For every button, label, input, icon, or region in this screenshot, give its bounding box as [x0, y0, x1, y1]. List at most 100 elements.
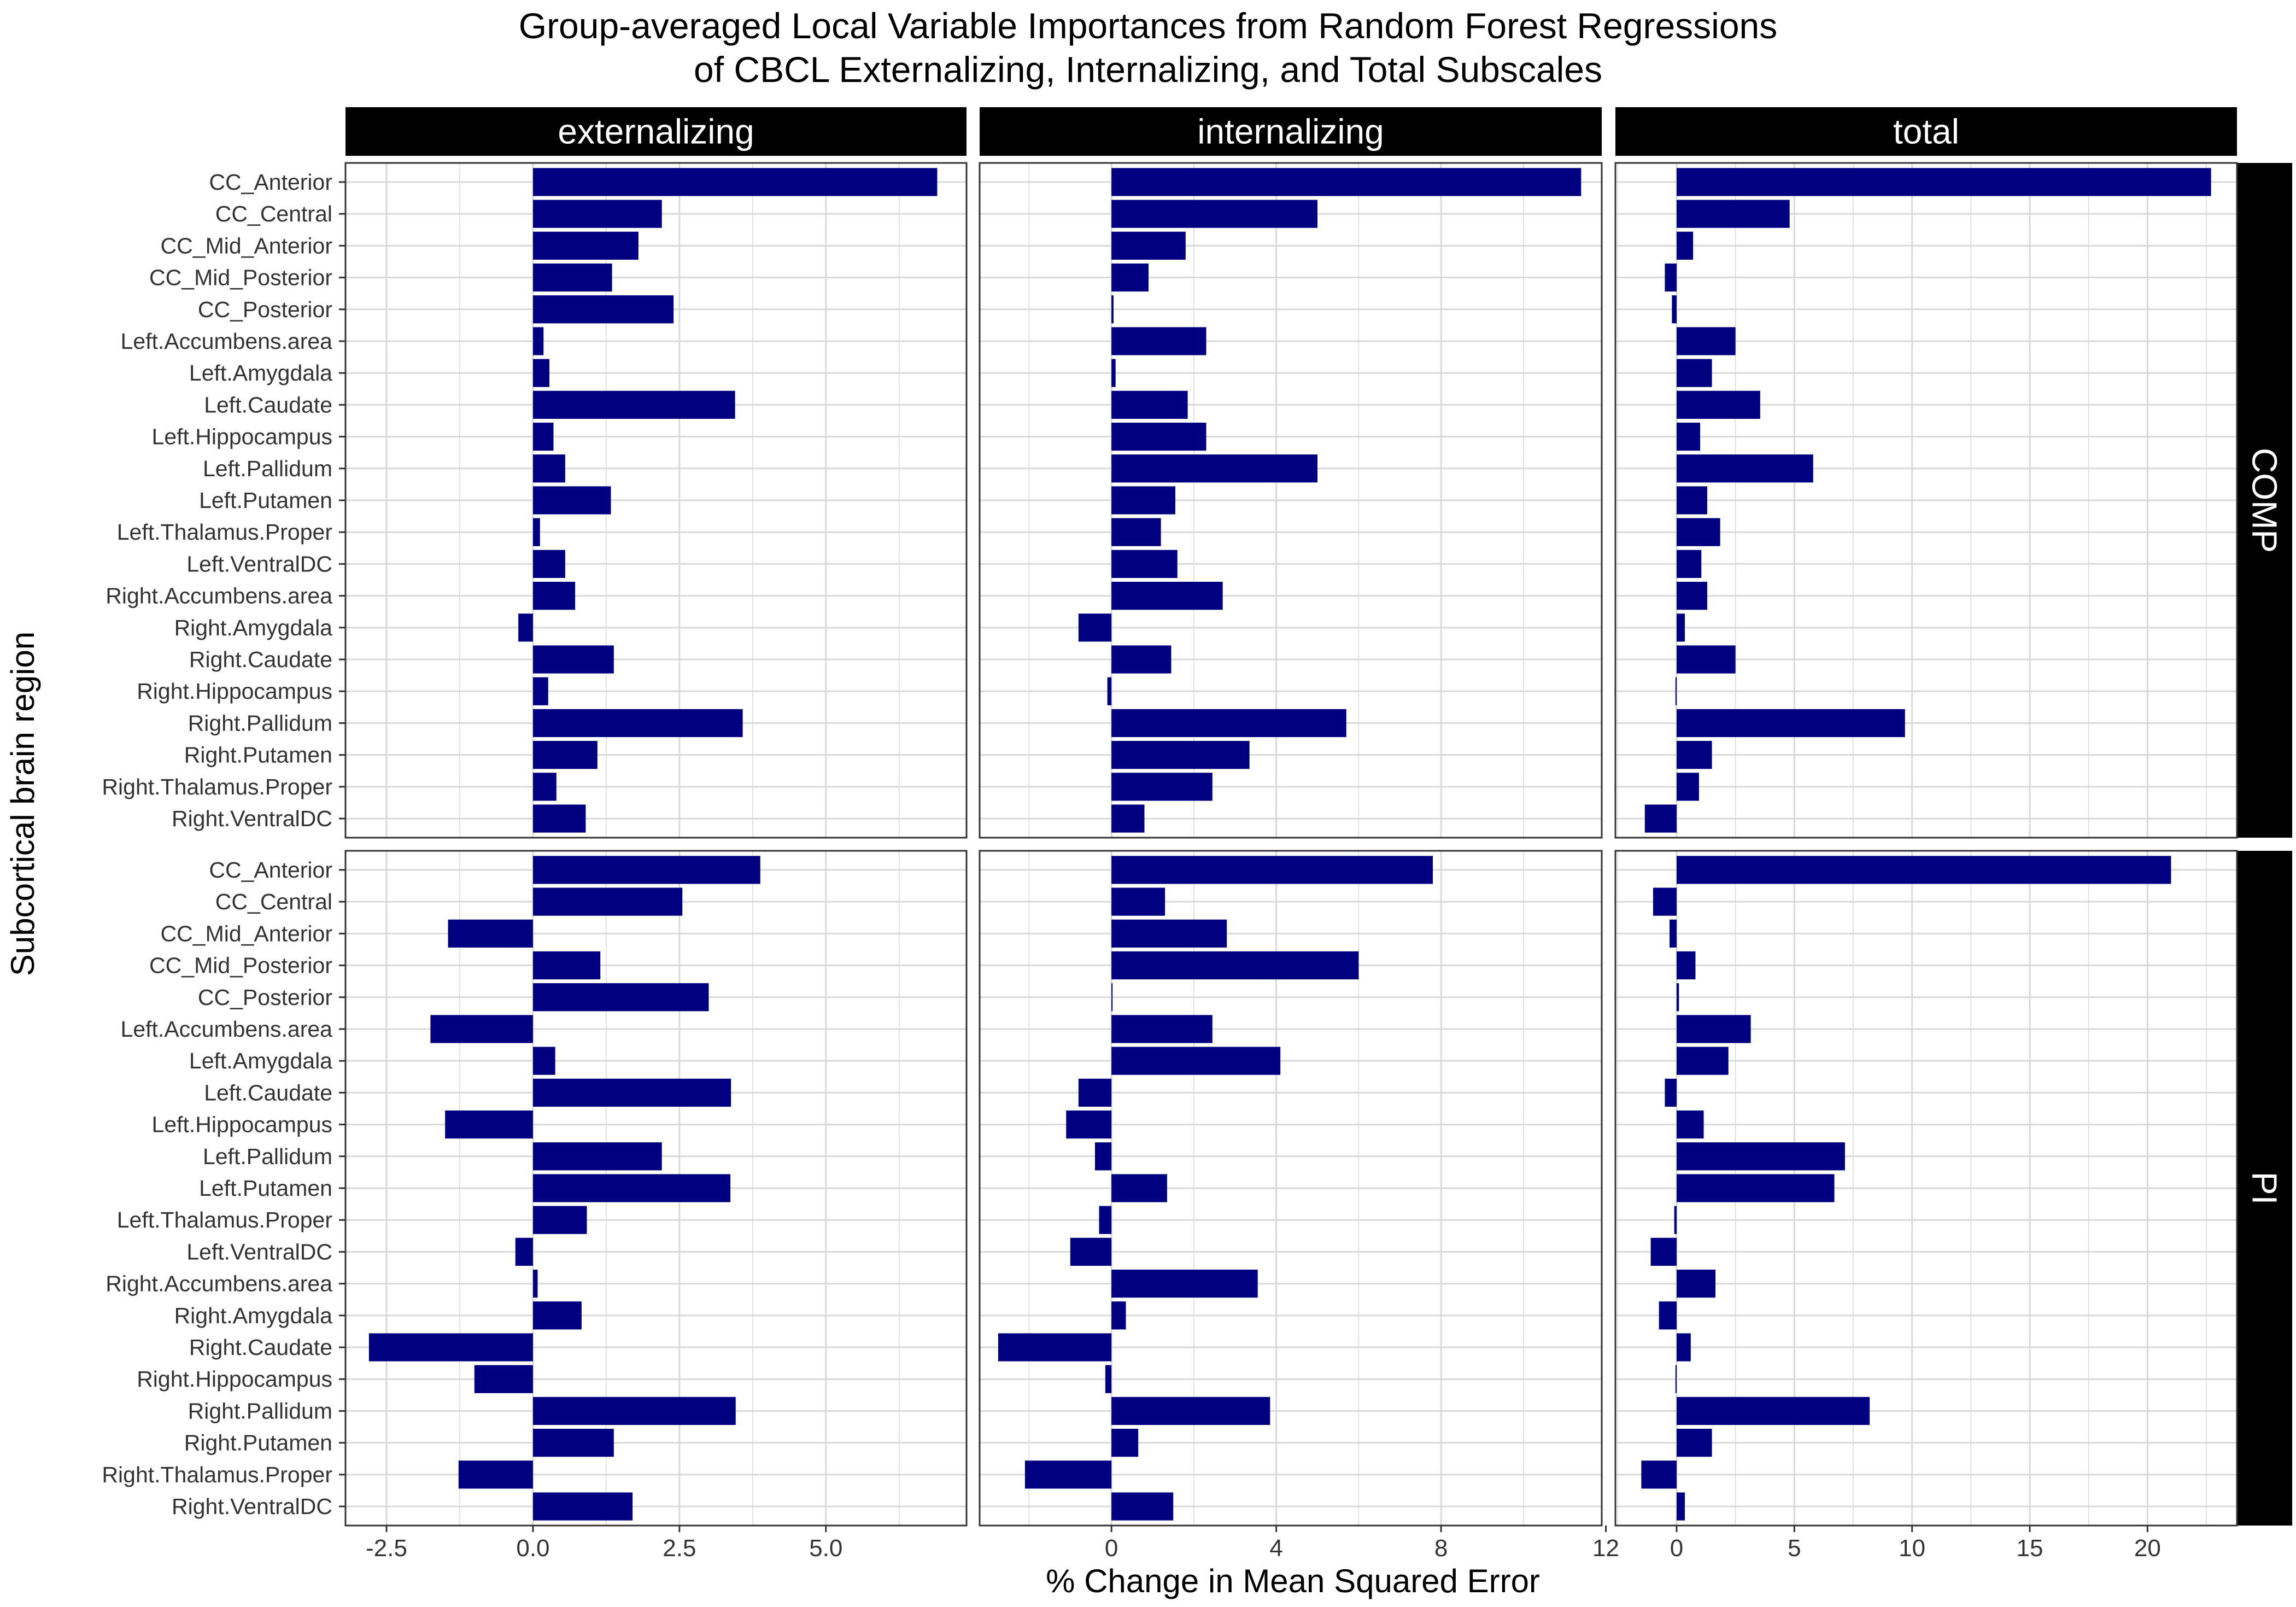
bar-pi-internalizing-cc-central — [1111, 887, 1165, 916]
facet-strip-externalizing — [345, 107, 967, 156]
bar-pi-internalizing-left-thalamus-proper — [1099, 1206, 1112, 1234]
y-tick-label-cc-central: CC_Central — [215, 201, 332, 226]
bar-pi-total-right-ventraldc — [1676, 1492, 1685, 1521]
x-tick-label-internalizing: 12 — [1592, 1535, 1619, 1562]
bar-pi-internalizing-cc-anterior — [1111, 856, 1433, 884]
panel-border — [979, 850, 1603, 1527]
x-tick-label-total: 10 — [1899, 1535, 1925, 1562]
bar-pi-externalizing-right-pallidum — [532, 1396, 736, 1425]
bar-comp-total-cc-anterior — [1676, 168, 2211, 196]
bar-comp-externalizing-right-accumbens-area — [532, 582, 576, 610]
facet-strip-label-internalizing: internalizing — [1197, 112, 1384, 151]
y-tick-label-left-caudate: Left.Caudate — [204, 1080, 332, 1105]
chart-title-line-2: of CBCL Externalizing, Internalizing, an… — [694, 49, 1602, 90]
x-tick-label-total: 5 — [1788, 1535, 1801, 1562]
bar-pi-total-right-accumbens-area — [1676, 1270, 1716, 1298]
bar-comp-total-right-hippocampus — [1675, 677, 1677, 705]
bar-pi-externalizing-right-caudate — [368, 1333, 533, 1361]
y-tick-label-cc-mid-posterior: CC_Mid_Posterior — [149, 265, 332, 290]
y-tick-label-cc-mid-anterior: CC_Mid_Anterior — [161, 233, 332, 258]
y-tick-label-right-accumbens-area: Right.Accumbens.area — [106, 583, 332, 609]
bar-comp-internalizing-left-accumbens-area — [1111, 327, 1206, 355]
x-tick-label-total: 15 — [2017, 1535, 2043, 1562]
y-tick-label-right-accumbens-area: Right.Accumbens.area — [106, 1271, 332, 1296]
bar-comp-externalizing-left-accumbens-area — [532, 327, 544, 355]
y-tick-label-right-thalamus-proper: Right.Thalamus.Proper — [102, 1462, 332, 1487]
bar-comp-internalizing-cc-mid-posterior — [1111, 263, 1149, 292]
bar-comp-externalizing-left-ventraldc — [532, 550, 565, 578]
bar-comp-total-right-thalamus-proper — [1676, 773, 1699, 801]
bar-pi-internalizing-right-ventraldc — [1111, 1492, 1174, 1521]
bar-comp-internalizing-left-amygdala — [1111, 359, 1116, 387]
bar-comp-externalizing-right-thalamus-proper — [532, 773, 557, 801]
bar-pi-total-right-pallidum — [1676, 1396, 1870, 1425]
bar-pi-externalizing-cc-central — [532, 887, 683, 916]
y-tick-label-right-thalamus-proper: Right.Thalamus.Proper — [102, 774, 332, 799]
y-tick-label-left-ventraldc: Left.VentralDC — [186, 551, 332, 576]
bar-pi-externalizing-cc-mid-posterior — [532, 951, 601, 980]
facet-strip-comp — [2237, 163, 2292, 838]
bar-comp-internalizing-cc-anterior — [1111, 168, 1582, 196]
bar-comp-total-left-putamen — [1676, 486, 1707, 515]
facet-strip-total — [1615, 107, 2237, 156]
y-tick-label-cc-central: CC_Central — [215, 889, 332, 914]
x-tick-label-internalizing: 8 — [1434, 1535, 1448, 1562]
bar-comp-total-right-putamen — [1676, 741, 1712, 769]
y-tick-label-left-hippocampus: Left.Hippocampus — [152, 1112, 332, 1137]
bar-comp-total-left-amygdala — [1676, 359, 1712, 387]
bar-pi-externalizing-left-hippocampus — [445, 1110, 533, 1139]
x-tick-label-total: 20 — [2134, 1535, 2161, 1562]
facet-strip-label-pi: PI — [2245, 1172, 2285, 1205]
y-tick-label-cc-mid-posterior: CC_Mid_Posterior — [149, 953, 332, 978]
bar-pi-internalizing-left-caudate — [1078, 1078, 1112, 1107]
bar-pi-total-cc-anterior — [1676, 856, 2171, 884]
bar-comp-total-cc-central — [1676, 200, 1790, 228]
bar-pi-total-left-amygdala — [1676, 1047, 1729, 1075]
bar-pi-total-right-hippocampus — [1675, 1365, 1677, 1393]
bar-comp-internalizing-right-ventraldc — [1111, 804, 1145, 833]
bar-comp-externalizing-right-putamen — [532, 741, 598, 769]
bar-comp-externalizing-cc-mid-anterior — [532, 231, 639, 260]
bar-pi-externalizing-left-accumbens-area — [430, 1015, 533, 1043]
y-tick-label-right-putamen: Right.Putamen — [184, 743, 332, 768]
y-tick-label-left-thalamus-proper: Left.Thalamus.Proper — [117, 1207, 332, 1232]
bar-pi-internalizing-cc-mid-anterior — [1111, 919, 1227, 948]
bar-comp-externalizing-left-caudate — [532, 390, 735, 419]
y-tick-label-right-putamen: Right.Putamen — [184, 1430, 332, 1456]
bar-comp-externalizing-cc-central — [532, 200, 662, 228]
y-tick-label-left-thalamus-proper: Left.Thalamus.Proper — [117, 519, 332, 545]
bar-comp-internalizing-left-putamen — [1111, 486, 1175, 515]
bar-comp-total-cc-posterior — [1672, 295, 1677, 324]
y-tick-label-left-accumbens-area: Left.Accumbens.area — [121, 1016, 333, 1042]
bar-pi-externalizing-right-amygdala — [532, 1301, 582, 1330]
x-tick-label-externalizing: -2.5 — [366, 1535, 407, 1562]
y-tick-label-left-putamen: Left.Putamen — [199, 488, 332, 513]
y-tick-label-right-ventraldc: Right.VentralDC — [172, 806, 332, 831]
bar-pi-internalizing-right-putamen — [1111, 1429, 1139, 1457]
bar-comp-externalizing-left-putamen — [532, 486, 611, 515]
bar-pi-total-right-thalamus-proper — [1641, 1460, 1677, 1489]
bar-comp-externalizing-left-pallidum — [532, 454, 565, 483]
bar-pi-externalizing-left-putamen — [532, 1174, 731, 1202]
bar-comp-internalizing-right-accumbens-area — [1111, 582, 1223, 610]
bar-pi-internalizing-right-pallidum — [1111, 1396, 1270, 1425]
bar-comp-internalizing-right-amygdala — [1078, 613, 1112, 642]
bar-comp-externalizing-cc-posterior — [532, 295, 674, 324]
y-tick-label-left-amygdala: Left.Amygdala — [189, 1048, 332, 1073]
panel-pi-externalizing — [344, 850, 968, 1527]
bar-pi-total-cc-central — [1653, 887, 1677, 916]
panel-pi-total — [1614, 850, 2238, 1527]
bar-comp-internalizing-right-pallidum — [1111, 709, 1346, 738]
bar-comp-total-right-accumbens-area — [1676, 582, 1707, 610]
bar-comp-total-left-hippocampus — [1676, 422, 1701, 451]
y-tick-label-left-caudate: Left.Caudate — [204, 392, 332, 417]
y-tick-label-right-amygdala: Right.Amygdala — [174, 615, 333, 640]
bar-comp-externalizing-right-hippocampus — [532, 677, 548, 705]
y-tick-label-right-caudate: Right.Caudate — [189, 1335, 332, 1360]
bar-comp-externalizing-right-caudate — [532, 645, 614, 674]
bar-comp-total-cc-mid-anterior — [1676, 231, 1694, 260]
x-tick-label-externalizing: 5.0 — [809, 1535, 842, 1562]
bar-comp-total-left-accumbens-area — [1676, 327, 1736, 355]
bar-pi-externalizing-cc-anterior — [532, 856, 760, 884]
panel-border — [344, 850, 968, 1527]
